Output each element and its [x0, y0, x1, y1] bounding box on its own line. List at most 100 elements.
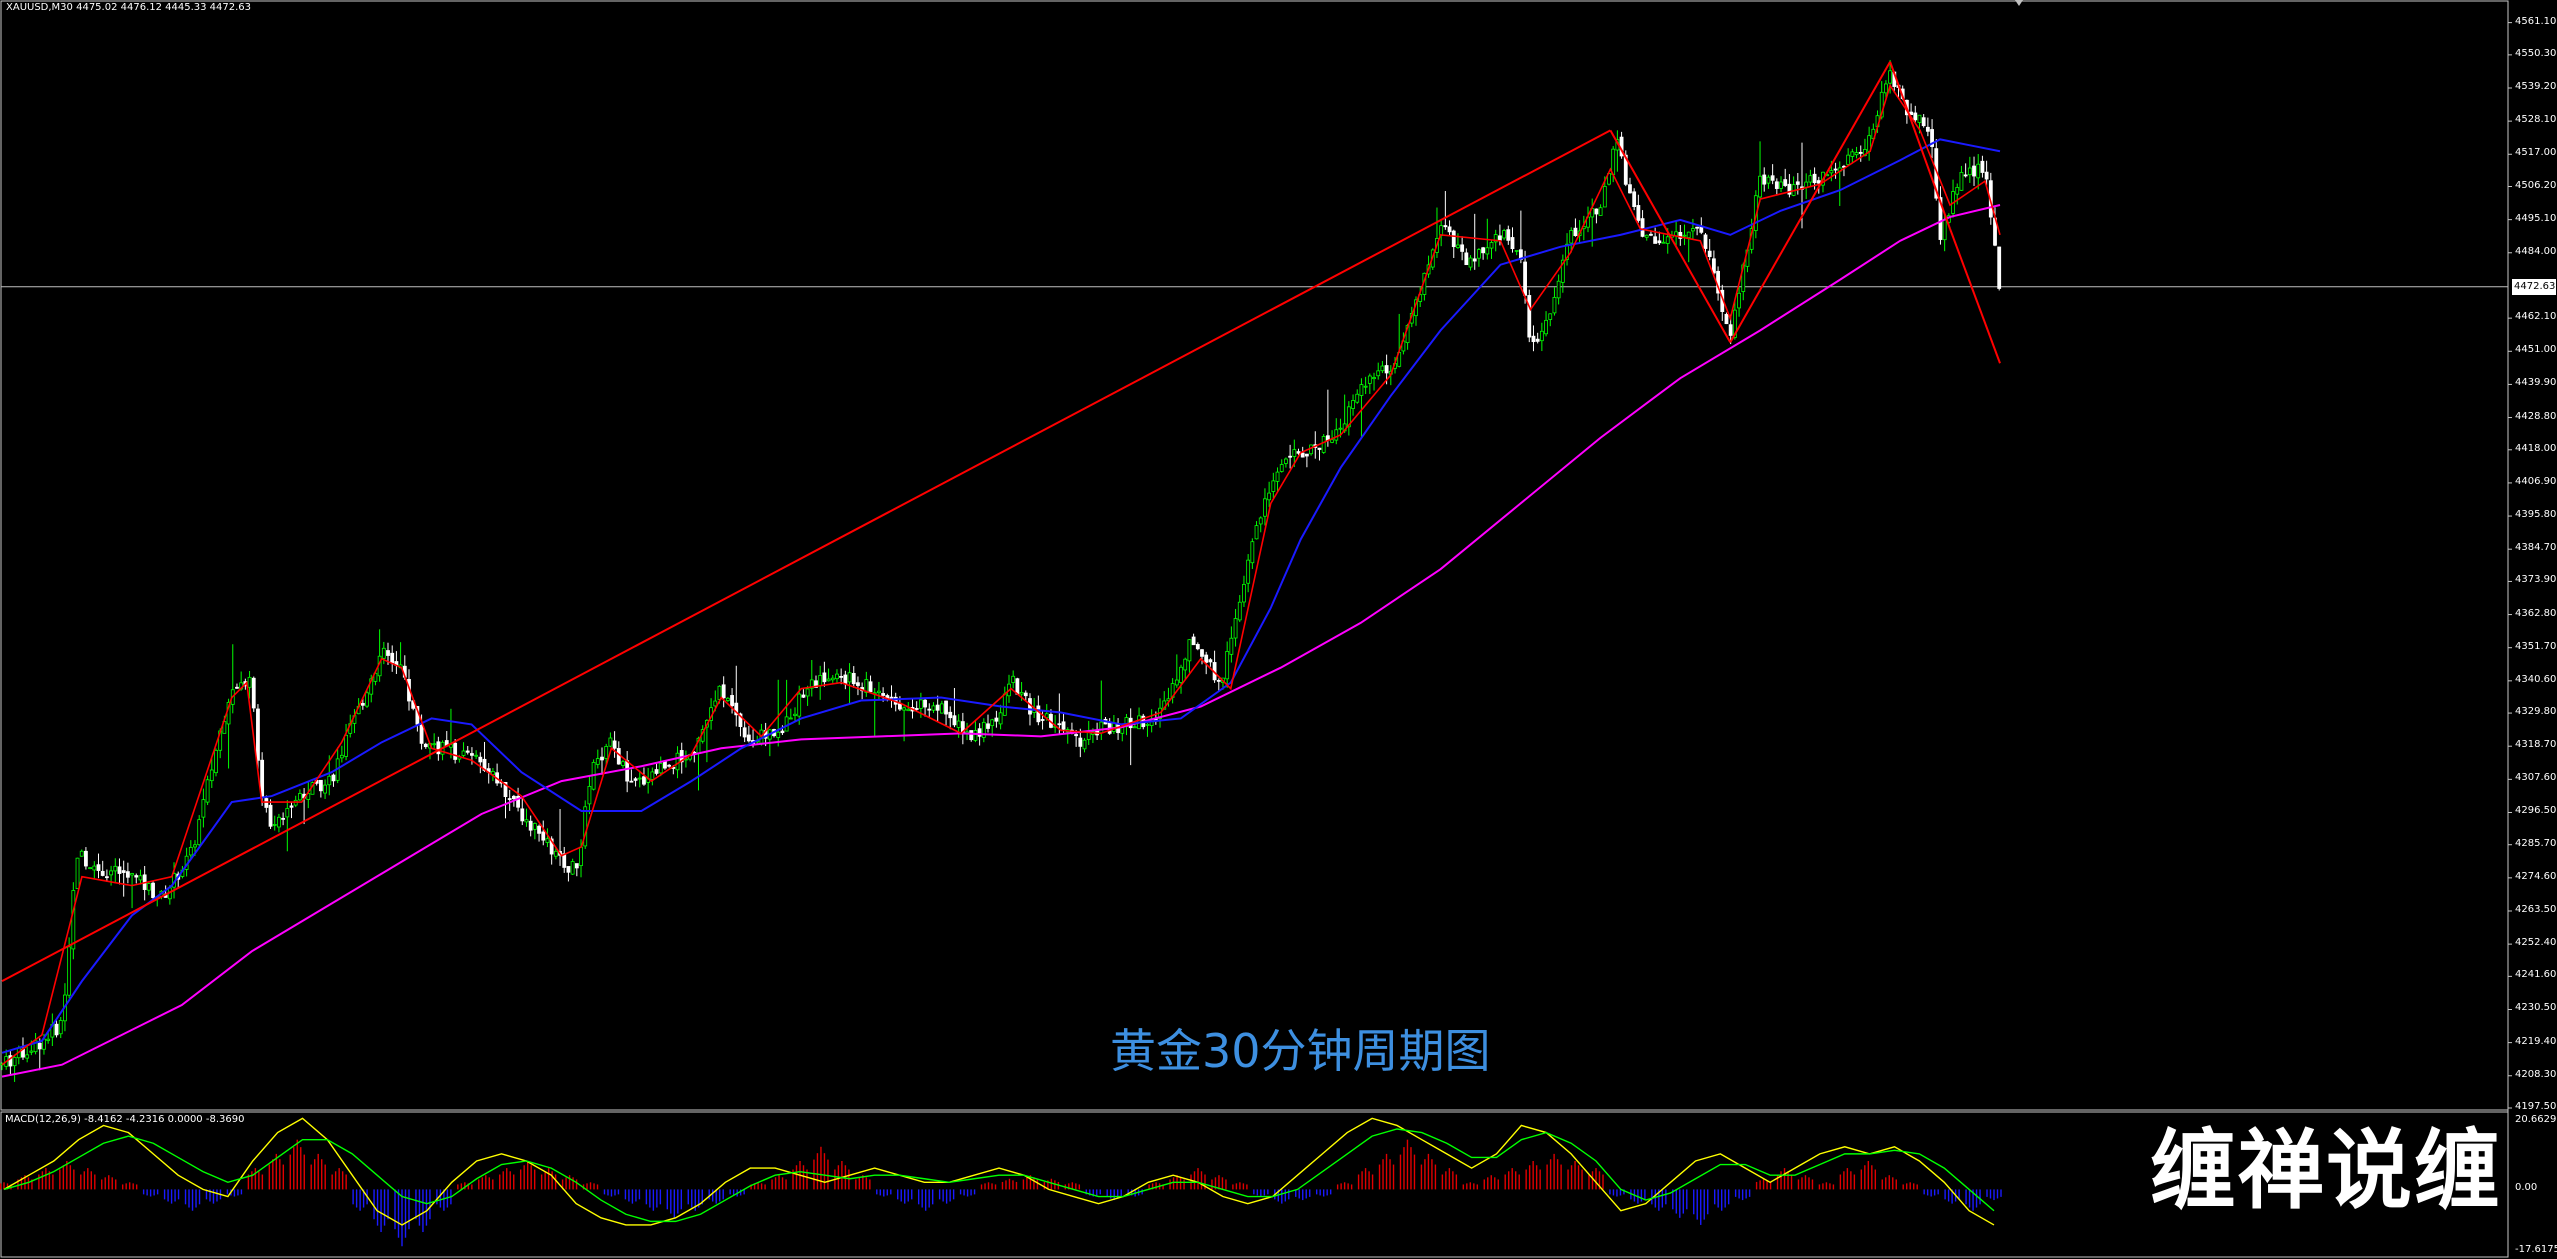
candle-body	[1145, 723, 1150, 726]
candle-body	[1816, 180, 1821, 184]
candle-body	[973, 730, 978, 741]
candle-body	[1263, 498, 1267, 517]
candle-body	[877, 690, 881, 694]
candle-body	[1695, 226, 1700, 229]
candle-body	[339, 754, 344, 759]
candle-body	[923, 699, 927, 708]
candle-body	[58, 1020, 63, 1035]
candle-body	[1451, 230, 1456, 248]
candle-body	[205, 779, 210, 803]
candle-body	[1984, 171, 1989, 180]
candle-body	[1598, 207, 1603, 216]
candle-body	[37, 1042, 42, 1050]
candle-body	[1267, 492, 1272, 501]
chart-caption: 黄金30分钟周期图	[1110, 1024, 1491, 1078]
candle-body	[1296, 451, 1301, 454]
candle-body	[1602, 186, 1607, 208]
candle-body	[104, 876, 109, 879]
candle-body	[1057, 723, 1062, 726]
candle-body	[1447, 226, 1452, 233]
candle-body	[1854, 152, 1859, 156]
candle-body	[1380, 365, 1385, 372]
candle-body	[1279, 464, 1284, 472]
candle-body	[1955, 187, 1960, 195]
candle-body	[579, 846, 583, 867]
candle-body	[272, 823, 277, 826]
candle-body	[432, 743, 437, 746]
candle-body	[251, 677, 256, 709]
candle-body	[1653, 236, 1658, 244]
last-price-label: 4472.63	[2512, 278, 2556, 295]
candle-body	[621, 761, 625, 766]
candle-body	[193, 844, 197, 848]
candle-body	[54, 1023, 59, 1036]
candle-body	[1082, 739, 1087, 750]
candle-body	[587, 786, 592, 805]
candle-body	[1275, 471, 1280, 482]
ma-slow-line	[1, 204, 2001, 1078]
candle-body	[1191, 636, 1196, 646]
candle-body	[629, 780, 634, 783]
candle-body	[1351, 400, 1355, 409]
candle-body	[1657, 240, 1662, 244]
candle-body	[952, 715, 957, 726]
candle-body	[1967, 167, 1972, 176]
candle-body	[1271, 480, 1276, 492]
candle-body	[1640, 218, 1645, 237]
candle-body	[654, 769, 659, 774]
candle-body	[1514, 250, 1519, 252]
candle-body	[839, 675, 844, 678]
candle-body	[725, 697, 730, 701]
candle-body	[121, 870, 126, 873]
candle-body	[608, 737, 613, 747]
candle-body	[1779, 181, 1783, 189]
candle-body	[88, 867, 93, 870]
price-tick-label: 4428.80	[2515, 410, 2557, 422]
macd-indicator-title: MACD(12,26,9) -8.4162 -4.2316 0.0000 -8.…	[5, 1114, 245, 1125]
candle-body	[478, 756, 483, 763]
candle-body	[1460, 244, 1465, 252]
chart-shift-marker	[2015, 0, 2023, 6]
price-tick-label: 4406.90	[2515, 475, 2557, 487]
candle-body	[1976, 163, 1981, 179]
candle-body	[969, 730, 974, 741]
candle-body	[1074, 734, 1079, 737]
candle-body	[956, 720, 961, 728]
trendline-4	[1949, 228, 2001, 364]
candle-body	[1208, 659, 1213, 663]
candle-body	[1506, 229, 1511, 241]
candle-body	[507, 798, 512, 800]
price-tick-label: 4263.50	[2515, 903, 2557, 915]
candle-body	[453, 742, 458, 760]
candle-body	[419, 724, 424, 744]
candle-body	[1829, 170, 1834, 174]
candle-body	[197, 819, 202, 846]
candle-body	[12, 1056, 17, 1067]
candle-body	[797, 693, 802, 717]
candle-body	[1527, 295, 1532, 338]
candle-body	[365, 692, 369, 707]
price-tick-label: 4296.50	[2515, 805, 2557, 817]
candle-body	[1237, 601, 1242, 621]
ma-fast-line	[1, 83, 2001, 1066]
candle-body	[1363, 385, 1368, 388]
macd-line	[3, 1117, 1995, 1226]
candle-body	[1997, 246, 2002, 289]
candle-body	[151, 882, 155, 899]
candle-body	[788, 717, 793, 720]
candle-body	[1216, 679, 1221, 682]
candle-body	[1884, 83, 1888, 94]
price-tick-label: 4395.80	[2515, 509, 2557, 521]
candle-body	[1833, 168, 1838, 171]
candle-body	[642, 776, 646, 785]
candle-body	[92, 865, 97, 871]
price-tick-label: 4208.30	[2515, 1068, 2557, 1080]
price-tick-label: 4230.50	[2515, 1002, 2557, 1014]
candle-body	[298, 793, 302, 801]
candle-body	[604, 746, 609, 759]
candle-body	[1036, 705, 1041, 723]
candle-body	[1795, 181, 1800, 185]
candle-body	[1888, 70, 1893, 84]
